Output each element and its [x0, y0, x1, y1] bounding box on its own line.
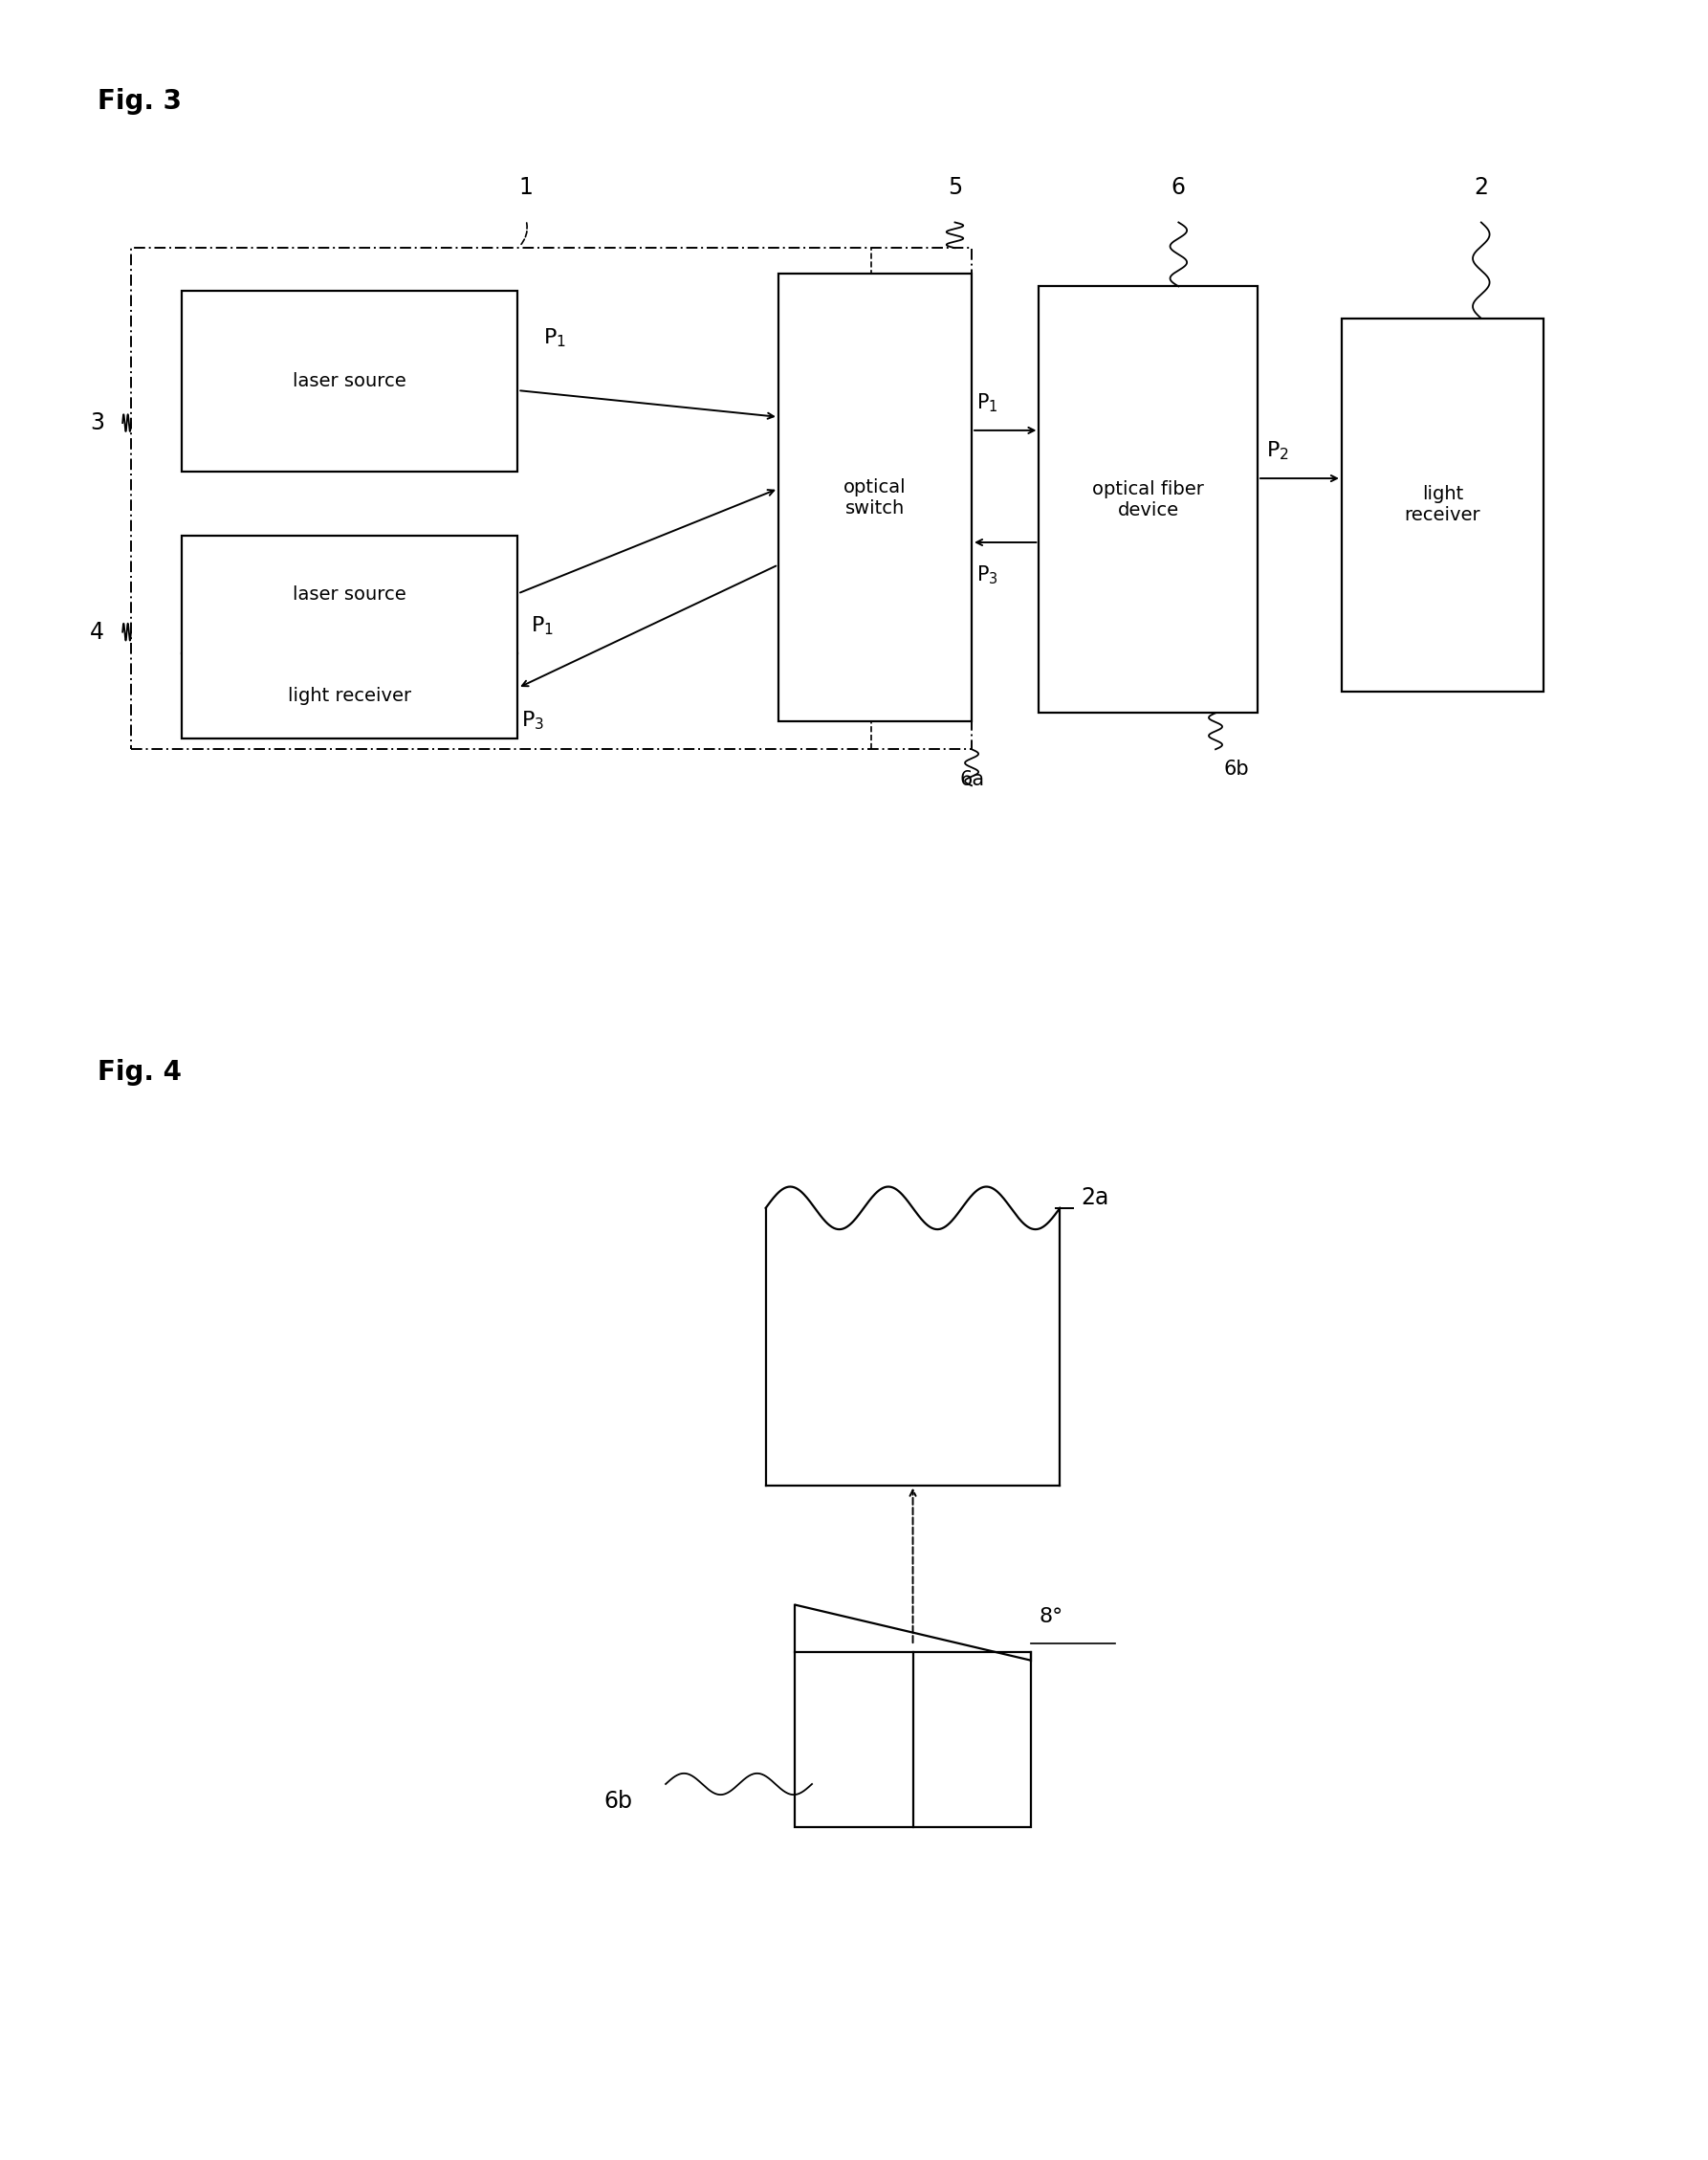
Bar: [1038, 287, 1257, 713]
Text: 6b: 6b: [1225, 760, 1249, 780]
Text: 3: 3: [91, 410, 104, 434]
Text: 4: 4: [91, 620, 104, 644]
Text: P$_{1}$: P$_{1}$: [977, 391, 999, 415]
Text: 6: 6: [1172, 177, 1185, 199]
Text: laser source: laser source: [292, 585, 407, 605]
Text: 2a: 2a: [1081, 1186, 1108, 1210]
Text: light receiver: light receiver: [289, 687, 412, 704]
Bar: [796, 1652, 1030, 1827]
Text: P$_1$: P$_1$: [543, 326, 565, 348]
Text: laser source: laser source: [292, 372, 407, 391]
Text: P$_3$: P$_3$: [977, 564, 999, 585]
Text: 8°: 8°: [1038, 1607, 1062, 1626]
Text: optical
switch: optical switch: [844, 477, 907, 516]
Text: light
receiver: light receiver: [1404, 486, 1481, 525]
Bar: [181, 536, 518, 739]
Text: 6b: 6b: [603, 1791, 632, 1812]
Text: 1: 1: [519, 177, 533, 199]
Text: 6a: 6a: [960, 771, 984, 788]
Text: P$_1$: P$_1$: [531, 616, 553, 637]
Text: 2: 2: [1474, 177, 1488, 199]
Text: optical fiber
device: optical fiber device: [1093, 480, 1204, 518]
Bar: [779, 274, 972, 721]
Text: P$_3$: P$_3$: [521, 708, 545, 732]
Text: Fig. 3: Fig. 3: [97, 89, 181, 114]
Bar: [132, 248, 972, 750]
Text: 5: 5: [948, 177, 962, 199]
Text: Fig. 4: Fig. 4: [97, 1058, 181, 1086]
Bar: [1341, 318, 1544, 691]
Text: P$_2$: P$_2$: [1266, 441, 1290, 462]
Bar: [181, 292, 518, 473]
